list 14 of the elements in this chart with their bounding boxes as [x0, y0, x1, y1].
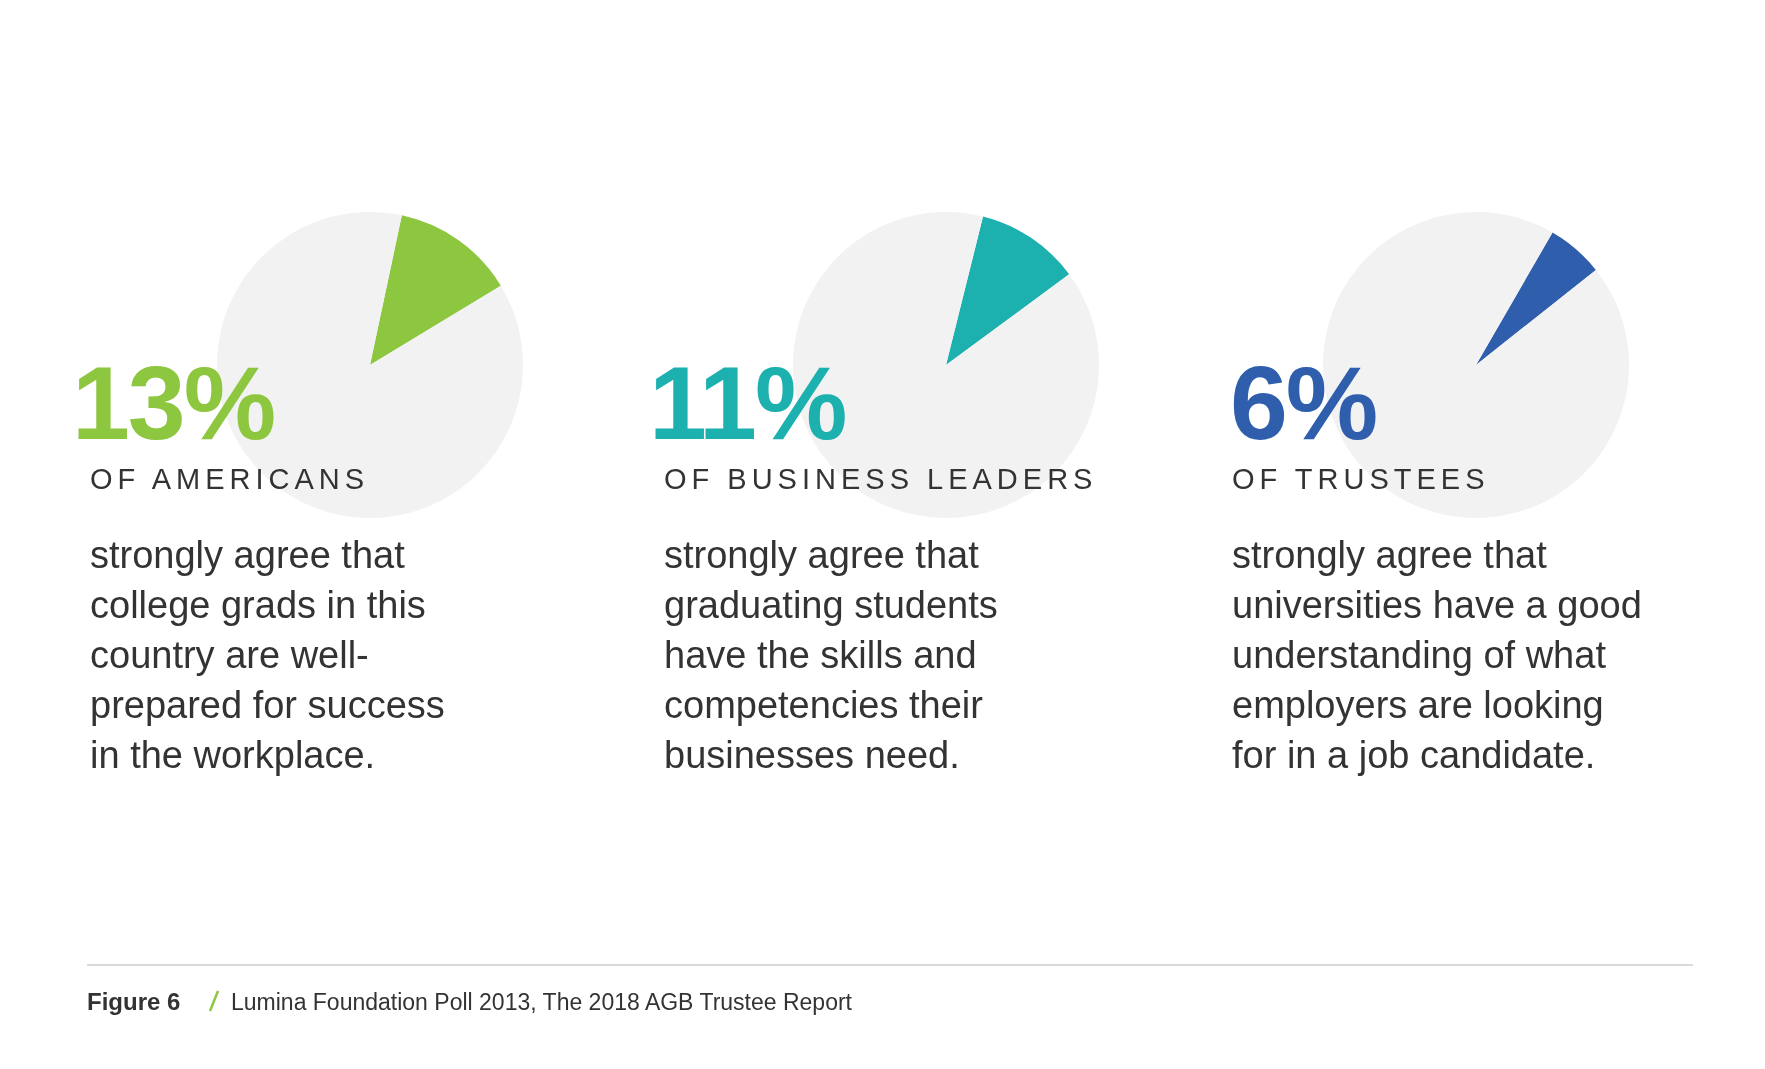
- text: Lumina Foundation Poll 2013, The 2018 AGB Trustee Report: [231, 989, 853, 1015]
- text: 6%: [1230, 345, 1377, 461]
- text: 13%: [72, 345, 275, 461]
- pie-slice: [1476, 232, 1596, 365]
- text: strongly agree that graduating students have the skills and competencies their businesses need.: [664, 534, 998, 776]
- pie-slice: [370, 215, 501, 365]
- text: 11%: [649, 345, 846, 461]
- text: strongly agree that universities have a good understanding of what employers are looking for in a job candidate.: [1232, 534, 1642, 776]
- text: OF BUSINESS LEADERS: [664, 463, 1098, 495]
- text: strongly agree that college grads in this country are well-prepared for success in the workplace.: [90, 534, 445, 776]
- text: OF AMERICANS: [90, 463, 370, 495]
- pie-slice: [946, 216, 1070, 365]
- text: OF TRUSTEES: [1232, 463, 1490, 495]
- caption: Figure 6: [87, 988, 181, 1015]
